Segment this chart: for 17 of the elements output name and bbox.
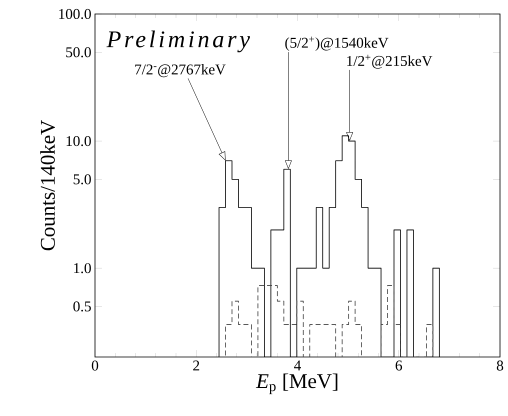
x-tick-label: 8 xyxy=(496,360,504,371)
annotation: 1/2$^{+}$@215keV xyxy=(347,54,432,69)
y-tick-label: 50.0 xyxy=(66,47,91,58)
annotation: Preliminary xyxy=(106,30,250,52)
x-axis-title: E$_{p}$ [MeV] xyxy=(256,373,338,394)
annotation: 7/2$^{-}$@2767keV xyxy=(135,64,226,78)
y-axis-title: Counts/140keV xyxy=(40,120,55,250)
x-tick-label: 6 xyxy=(396,360,402,371)
y-tick-label: 5.0 xyxy=(74,174,91,184)
y-tick-label: 1.0 xyxy=(74,263,91,274)
y-tick-label: 10.0 xyxy=(66,136,91,146)
x-tick-label: 4 xyxy=(294,360,301,370)
annotation: (5/2$^{+}$)@1540keV xyxy=(285,36,388,51)
y-tick-label: 100.0 xyxy=(59,8,91,20)
x-tick-label: 2 xyxy=(193,360,200,370)
y-tick-label: 0.5 xyxy=(73,301,91,312)
x-tick-label: 0 xyxy=(92,360,98,371)
